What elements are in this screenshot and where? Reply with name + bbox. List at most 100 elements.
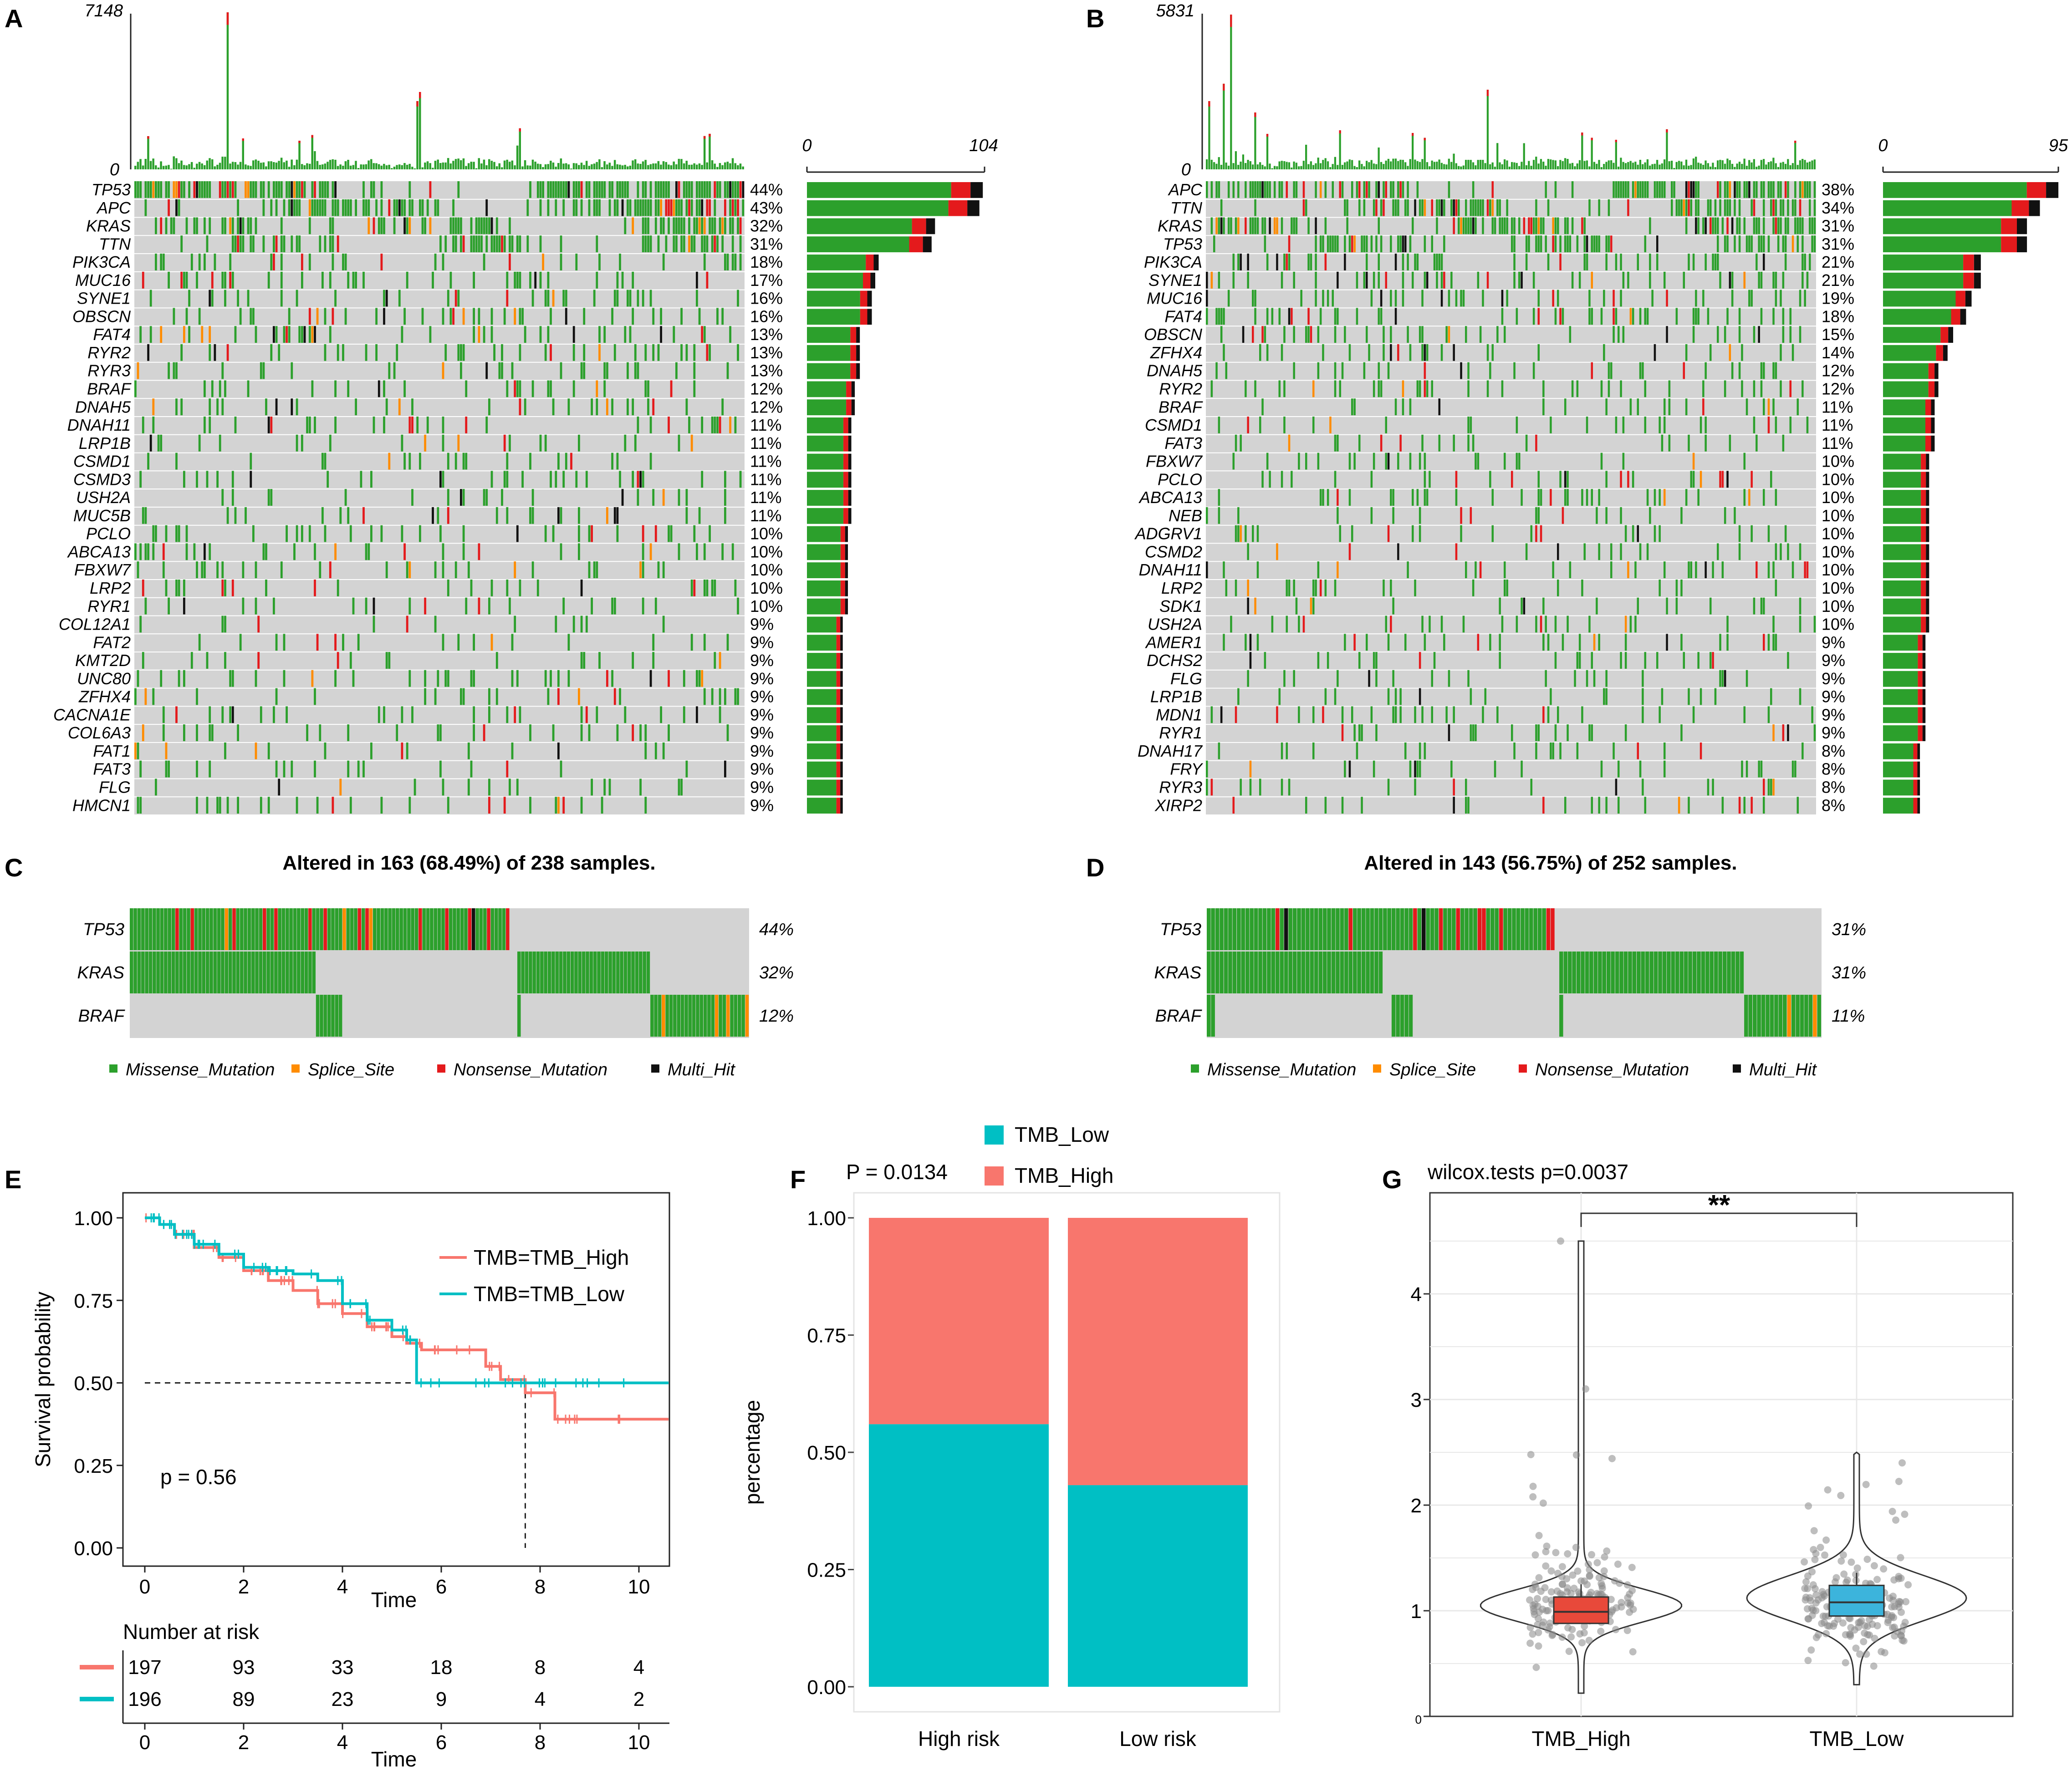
mutation-cell — [1504, 453, 1506, 470]
tmb-bar — [1537, 163, 1540, 169]
mutation-cell — [1356, 308, 1358, 325]
mutation-cell — [567, 181, 570, 198]
mutation-cell — [1559, 254, 1562, 270]
mutation-cell — [1358, 724, 1361, 741]
data-point — [1808, 1604, 1816, 1612]
mutation-cell — [726, 724, 729, 741]
mutation-cell — [1622, 453, 1625, 470]
data-point — [1832, 1574, 1840, 1582]
mutation-cell — [726, 995, 730, 1037]
mutation-cell — [503, 235, 506, 253]
mutation-cell — [314, 326, 316, 343]
tmb-bar — [1780, 163, 1782, 169]
mutation-cell — [267, 181, 270, 198]
count-bar-nonsense — [836, 779, 841, 796]
mutation-cell — [685, 398, 688, 416]
mutation-cell — [160, 908, 164, 950]
mutation-cell — [493, 235, 495, 253]
mutation-cell — [1394, 308, 1397, 325]
mutation-cell — [1649, 507, 1651, 524]
mutation-cell — [1675, 952, 1679, 993]
mutation-cell — [657, 344, 660, 361]
mutation-cell — [383, 706, 385, 723]
mutation-cell — [678, 489, 680, 506]
mutation-cell — [1615, 779, 1618, 796]
mutation-cell — [324, 453, 327, 470]
mutation-cell — [196, 724, 198, 741]
mutation-cell — [706, 344, 709, 361]
mutation-cell — [1241, 952, 1245, 993]
mutation-cell — [1298, 706, 1300, 723]
mutation-cell — [1305, 199, 1307, 216]
tmb-bar — [521, 166, 524, 169]
tmb-bar — [1470, 160, 1472, 169]
mutation-cell — [266, 908, 270, 950]
mutation-cell — [1344, 235, 1346, 253]
mutation-cell — [644, 199, 647, 216]
mutation-cell — [180, 398, 183, 416]
mutation-cell — [1473, 908, 1477, 950]
mutation-cell — [652, 489, 655, 506]
tmb-bar — [724, 162, 726, 169]
tmb-bar — [411, 167, 413, 169]
mutation-cell — [1772, 724, 1775, 741]
mutation-cell — [1588, 290, 1591, 307]
mutation-cell — [270, 417, 273, 433]
mutation-cell — [506, 706, 509, 723]
mutation-cell — [1767, 779, 1770, 796]
mutation-cell — [334, 380, 337, 397]
mutation-cell — [675, 217, 678, 234]
mutation-cell — [1581, 952, 1585, 993]
tmb-bar — [1494, 167, 1496, 169]
mutation-cell — [1419, 760, 1421, 778]
mutation-cell — [542, 254, 544, 270]
mutation-cell — [519, 706, 521, 723]
mutation-cell — [1419, 688, 1421, 705]
count-bar-multi — [840, 725, 843, 741]
mutation-cell — [252, 181, 255, 198]
mutation-cell — [562, 797, 565, 814]
mutation-cell — [578, 181, 580, 198]
mutation-cell — [1254, 908, 1258, 950]
mutation-cell — [488, 706, 490, 723]
mutation-cell — [1472, 580, 1475, 596]
mutation-cell — [288, 199, 291, 216]
count-bar-multi — [1926, 544, 1929, 560]
mutation-cell — [580, 652, 583, 669]
mutation-cell — [660, 308, 662, 325]
tmb-bar — [1564, 158, 1567, 169]
mutation-cell — [134, 742, 137, 759]
mutation-cell — [1291, 217, 1293, 234]
mutation-cell — [346, 908, 350, 950]
mutation-cell — [1804, 290, 1806, 307]
count-bar-missense — [807, 218, 912, 234]
tmb-bar — [1220, 165, 1223, 169]
gene-label-xirp2: XIRP2 — [1154, 796, 1202, 814]
count-bar-nonsense — [1925, 399, 1931, 416]
mutation-cell — [1719, 271, 1721, 289]
mutation-cell — [209, 417, 211, 433]
tmb-bar — [1310, 161, 1312, 169]
gene-label-amer1: AMER1 — [1145, 633, 1202, 651]
tmb-bar — [1438, 159, 1440, 169]
mutation-cell — [1804, 181, 1806, 198]
mutation-cell — [1613, 742, 1615, 759]
mutation-cell — [1291, 308, 1293, 325]
panel-b-percent-labels: 38%34%31%31%21%21%19%18%15%14%12%12%11%1… — [1822, 180, 1854, 814]
mutation-cell — [516, 235, 519, 253]
mutation-cell — [1254, 290, 1256, 307]
mutation-cell — [296, 181, 298, 198]
tmb-bar — [529, 165, 531, 169]
mutation-cell — [1269, 181, 1271, 198]
mutation-cell — [442, 561, 444, 578]
mutation-cell — [242, 597, 245, 615]
mutation-cell — [1259, 417, 1261, 433]
mutation-cell — [467, 742, 470, 759]
mutation-cell — [329, 326, 332, 343]
panel-f-stacked-bars: 0.000.250.500.751.00 percentage P = 0.01… — [740, 1123, 1281, 1751]
count-bar-multi — [867, 290, 872, 307]
gene-label-fat2: FAT2 — [93, 633, 131, 651]
mutation-cell — [1378, 254, 1380, 270]
mutation-cell — [1804, 254, 1806, 270]
mutation-cell — [221, 362, 224, 379]
